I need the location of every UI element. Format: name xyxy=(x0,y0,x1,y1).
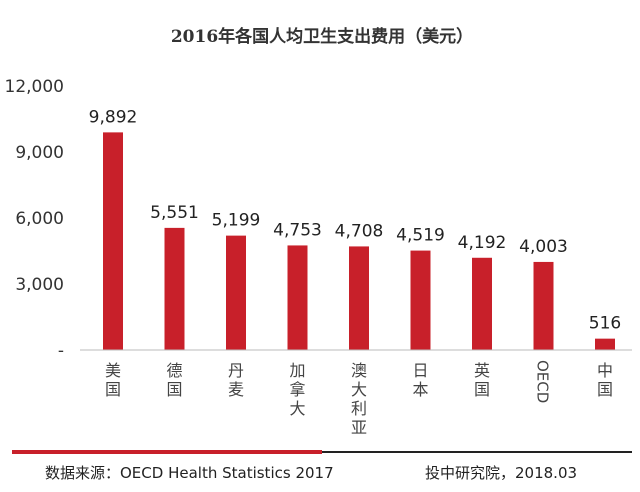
bar xyxy=(349,246,369,350)
x-tick-label: OECD xyxy=(534,360,552,403)
x-tick-label: 美国 xyxy=(105,361,121,399)
data-label: 9,892 xyxy=(89,107,138,127)
source-text: 数据来源：OECD Health Statistics 2017 xyxy=(45,464,334,482)
x-tick-label: 中国 xyxy=(597,361,613,399)
data-label: 4,519 xyxy=(396,226,445,246)
bar xyxy=(164,227,185,350)
bar-chart: 2016年各国人均卫生支出费用（美元） - 3,000 6,000 9,000 12,0… xyxy=(5,26,632,437)
chart-title: 2016年各国人均卫生支出费用（美元） xyxy=(171,26,473,47)
bar xyxy=(410,250,431,350)
bar xyxy=(595,338,615,350)
x-tick-label: 英国 xyxy=(474,361,490,399)
x-tick-label: 丹麦 xyxy=(228,361,244,399)
y-tick-label: 3,000 xyxy=(15,275,64,295)
bar xyxy=(472,257,492,350)
x-tick-label: 日本 xyxy=(412,361,428,399)
institution-text: 投中研究院，2018.03 xyxy=(425,464,578,482)
y-axis: - 3,000 6,000 9,000 12,000 xyxy=(5,77,64,361)
y-tick-label: - xyxy=(58,341,64,361)
data-label: 4,003 xyxy=(519,237,568,257)
data-label: 5,551 xyxy=(150,203,199,223)
x-axis-labels: 美国 德国 丹麦 加拿大 澳大利亚 日本 英国 OECD 中国 xyxy=(105,360,613,437)
data-label: 4,753 xyxy=(273,220,322,240)
x-tick-label: 澳大利亚 xyxy=(351,361,367,437)
bar xyxy=(103,132,123,350)
bars-group: 9,892 5,551 5,199 4,753 4,708 4,519 4,192 4,003… xyxy=(89,107,621,350)
y-tick-label: 6,000 xyxy=(15,209,64,229)
y-tick-label: 9,000 xyxy=(15,143,64,163)
x-tick-label: 德国 xyxy=(166,361,182,399)
bar xyxy=(287,245,308,350)
footer-rule-red xyxy=(12,450,322,454)
x-tick-label: 加拿大 xyxy=(289,361,305,418)
data-label: 516 xyxy=(589,314,621,334)
data-label: 4,192 xyxy=(458,233,507,253)
data-label: 5,199 xyxy=(212,211,261,231)
bar xyxy=(533,261,554,350)
bar xyxy=(226,235,246,350)
data-label: 4,708 xyxy=(335,221,384,241)
footer: 数据来源：OECD Health Statistics 2017 投中研究院，2… xyxy=(0,450,640,492)
footer-rule-black xyxy=(322,451,632,453)
y-tick-label: 12,000 xyxy=(5,77,64,97)
